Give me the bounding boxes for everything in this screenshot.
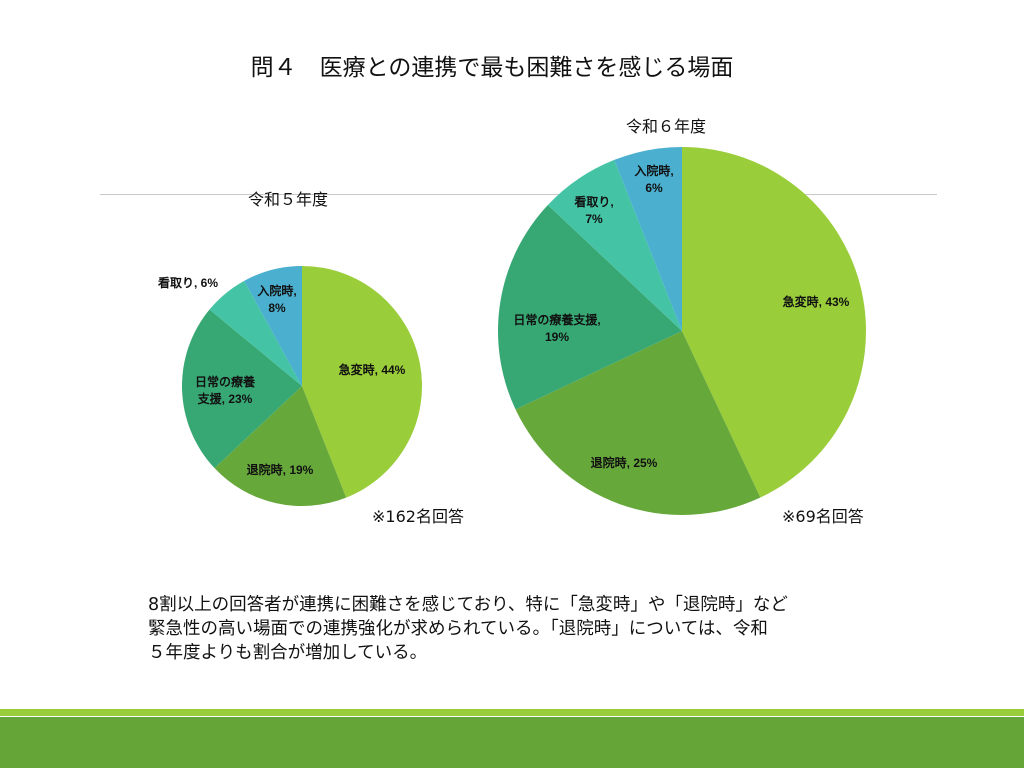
label-nichijo: 日常の療養 bbox=[195, 374, 255, 389]
pie-slice-日常の療養支援 bbox=[182, 309, 302, 469]
divider-line bbox=[100, 194, 937, 195]
label-taiin: 退院時, 25% bbox=[591, 455, 658, 470]
pie-slice-看取り bbox=[209, 280, 302, 386]
pie-slice-退院時 bbox=[515, 331, 761, 515]
pie-chart-r6 bbox=[498, 147, 866, 515]
label-nichijo-2: 19% bbox=[545, 330, 569, 344]
label-nichijo: 日常の療養支援, bbox=[513, 312, 600, 327]
label-kyuhen: 急変時, 43% bbox=[783, 294, 850, 309]
label-nichijo-2: 支援, 23% bbox=[197, 391, 253, 406]
label-nyuin-2: 8% bbox=[268, 301, 286, 315]
chart1-title: 令和５年度 bbox=[248, 190, 329, 209]
label-kyuhen: 急変時, 44% bbox=[339, 362, 406, 377]
pie-slice-退院時 bbox=[214, 386, 347, 507]
slide-title-text: 問４ 医療との連携で最も困難さを感じる場面 bbox=[250, 55, 734, 81]
chart2-title: 令和６年度 bbox=[626, 117, 707, 136]
summary-line: 8割以上の回答者が連携に困難さを感じており、特に「急変時」や「退院時」など bbox=[148, 595, 788, 615]
pie-slice-入院時 bbox=[244, 266, 302, 386]
footer-band bbox=[0, 717, 1024, 768]
pie-slice-急変時 bbox=[302, 266, 423, 498]
label-mitori: 看取り, bbox=[574, 194, 613, 209]
label-mitori: 看取り, 6% bbox=[158, 275, 218, 290]
pie-slice-日常の療養支援 bbox=[498, 205, 682, 410]
slide-title: 問４ 医療との連携で最も困難さを感じる場面 bbox=[0, 48, 1024, 82]
pie-chart-r5 bbox=[182, 266, 423, 507]
pie-slice-急変時 bbox=[682, 147, 866, 498]
pie-slice-看取り bbox=[547, 159, 682, 331]
footer-accent-band bbox=[0, 709, 1024, 716]
label-nyuin: 入院時, bbox=[634, 163, 673, 178]
label-nyuin: 入院時, bbox=[257, 283, 296, 298]
chart1-respondents: ※162名回答 bbox=[372, 507, 464, 526]
summary-line: 緊急性の高い場面での連携強化が求められている。「退院時」については、令和 bbox=[148, 619, 768, 639]
label-mitori-2: 7% bbox=[585, 212, 603, 226]
summary-text: 8割以上の回答者が連携に困難さを感じており、特に「急変時」や「退院時」など 緊急… bbox=[148, 593, 908, 665]
summary-line: ５年度よりも割合が増加している。 bbox=[148, 643, 428, 663]
chart2-respondents: ※69名回答 bbox=[782, 507, 864, 526]
pie-slice-入院時 bbox=[614, 147, 682, 331]
label-nyuin-2: 6% bbox=[645, 181, 663, 195]
label-taiin: 退院時, 19% bbox=[247, 462, 314, 477]
